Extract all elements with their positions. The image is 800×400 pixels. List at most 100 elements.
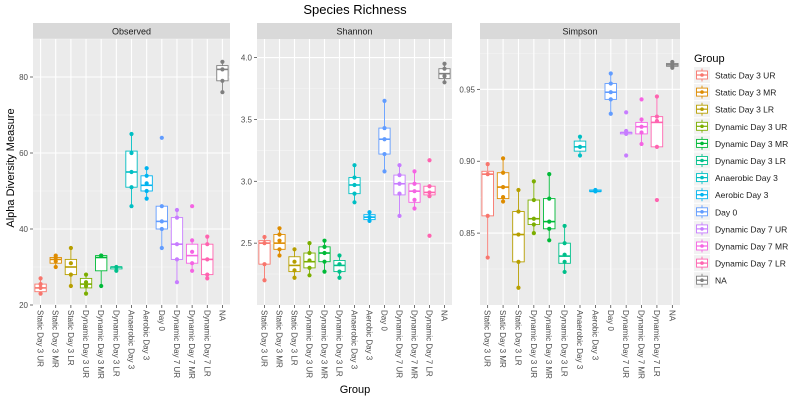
legend-key-point — [700, 175, 704, 180]
data-point — [624, 110, 629, 115]
data-point — [624, 131, 629, 136]
data-point — [670, 59, 675, 65]
data-point — [144, 166, 149, 171]
x-tick-label-na: NA — [440, 310, 449, 322]
legend-key-point — [700, 192, 704, 197]
x-tick-label-dynamic-day-3-mr: Dynamic Day 3 MR — [96, 310, 105, 379]
legend-item-aerobic-day-3: Aerobic Day 3 — [694, 186, 769, 203]
data-point — [397, 172, 402, 178]
data-point — [516, 259, 521, 264]
box-static-day-3-lr — [512, 187, 525, 290]
legend-item-na: NA — [694, 272, 727, 289]
data-point — [531, 179, 536, 184]
data-point — [352, 200, 357, 205]
data-point — [427, 190, 432, 195]
data-point — [68, 245, 73, 251]
data-point — [412, 169, 417, 174]
box-na — [438, 61, 451, 85]
data-point — [144, 173, 149, 178]
data-point — [322, 244, 327, 249]
data-point — [337, 262, 342, 267]
x-tick-label-dynamic-day-3-lr: Dynamic Day 3 LR — [560, 310, 569, 377]
legend-key-point — [700, 158, 704, 163]
box-body — [125, 150, 138, 188]
panel-shannon: Shannon 2.5 3.0 3.5 4.0 Static Day 3 UR Static… — [241, 23, 452, 379]
data-point — [144, 181, 149, 186]
data-point — [485, 172, 490, 177]
legend-key-point — [700, 107, 704, 111]
legend-key-point — [700, 244, 704, 248]
legend-item-day-0: Day 0 — [694, 203, 737, 220]
legend-item-dynamic-day-7-mr: Dynamic Day 7 MR — [694, 238, 788, 254]
strip-label-shannon: Shannon — [336, 27, 372, 37]
y-tick-label: 4.0 — [241, 54, 253, 63]
box-dynamic-day-7-lr — [201, 234, 214, 281]
data-point — [277, 253, 282, 258]
x-tick-label-dynamic-day-3-mr: Dynamic Day 3 MR — [544, 310, 553, 379]
data-point — [670, 62, 675, 67]
box-na — [666, 59, 679, 70]
data-point — [220, 59, 225, 64]
data-point — [442, 80, 447, 85]
data-point — [442, 66, 447, 71]
data-point — [205, 272, 210, 277]
box-body — [170, 217, 184, 260]
legend-label: Dynamic Day 3 LR — [715, 156, 786, 166]
box-dynamic-day-7-lr — [423, 158, 436, 238]
data-point — [382, 137, 387, 142]
box-dynamic-day-3-mr — [318, 238, 331, 274]
data-point — [38, 285, 43, 290]
box-dynamic-day-7-ur — [170, 207, 184, 285]
legend: Group Static Day 3 UR Static Day 3 MR Stat… — [694, 53, 788, 289]
data-point — [352, 191, 357, 196]
data-point — [442, 61, 447, 66]
data-point — [114, 268, 119, 273]
legend-key-point — [700, 261, 704, 265]
box-aerobic-day-3 — [589, 187, 602, 194]
data-point — [292, 275, 297, 280]
legend-item-static-day-3-ur: Static Day 3 UR — [694, 67, 775, 83]
box-dynamic-day-3-ur — [79, 272, 93, 296]
data-point — [174, 207, 180, 213]
data-point — [38, 276, 43, 281]
data-point — [397, 163, 402, 168]
data-point — [262, 262, 267, 267]
data-point — [562, 223, 567, 229]
data-point — [129, 150, 134, 156]
x-tick-label-static-day-3-lr: Static Day 3 LR — [66, 310, 75, 366]
data-point — [516, 285, 521, 290]
data-point — [547, 196, 552, 201]
data-point — [382, 125, 387, 131]
box-day-0 — [604, 71, 617, 116]
box-body — [481, 170, 494, 217]
chart-title: Species Richness — [303, 2, 407, 17]
box-dynamic-day-7-mr — [408, 169, 421, 211]
data-point — [292, 259, 297, 264]
data-point — [367, 215, 372, 220]
box-dynamic-day-3-lr — [333, 253, 346, 280]
legend-label: Dynamic Day 7 LR — [715, 259, 786, 269]
data-point — [205, 257, 210, 262]
data-point — [639, 141, 644, 147]
data-point — [427, 158, 432, 163]
legend-key-point — [700, 124, 704, 129]
box-dynamic-day-3-ur — [303, 241, 316, 278]
data-point — [83, 272, 89, 277]
data-point — [159, 204, 164, 209]
box-dynamic-day-3-mr — [543, 172, 556, 243]
legend-label: Static Day 3 UR — [715, 71, 775, 81]
data-point — [277, 232, 282, 237]
data-point — [83, 291, 89, 296]
legend-key-point — [700, 278, 704, 283]
box-day-0 — [155, 135, 168, 251]
box-dynamic-day-3-lr — [558, 223, 571, 275]
box-anaerobic-day-3 — [348, 163, 361, 205]
box-dynamic-day-3-ur — [527, 179, 541, 236]
box-body — [512, 211, 525, 263]
data-point — [412, 197, 417, 202]
data-point — [190, 238, 195, 243]
data-point — [654, 94, 660, 99]
y-axis-title: Alpha Diversity Measure — [5, 108, 17, 227]
data-point — [307, 265, 312, 270]
x-tick-label-dynamic-day-7-mr: Dynamic Day 7 MR — [410, 310, 419, 379]
